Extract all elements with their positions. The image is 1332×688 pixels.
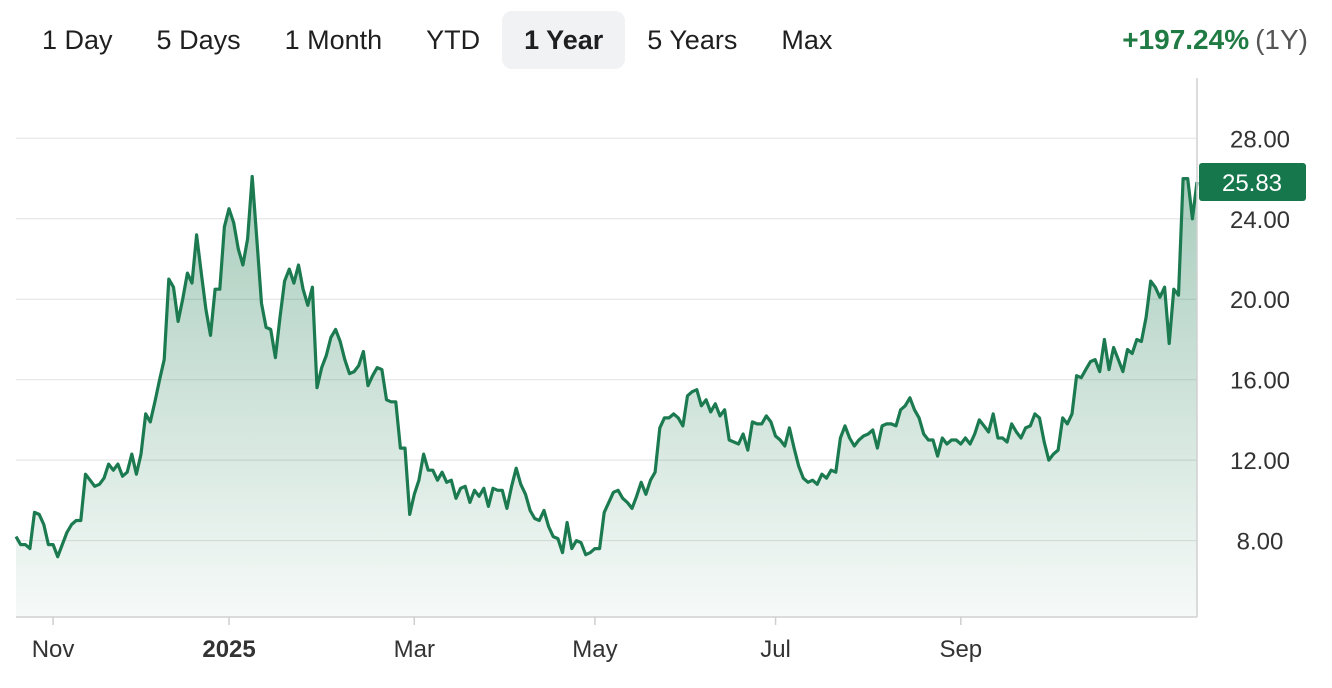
y-tick-label: 24.00	[1230, 207, 1290, 234]
y-tick-label: 12.00	[1230, 448, 1290, 475]
last-price-value: 25.83	[1222, 170, 1282, 197]
range-tabs: 1 Day 5 Days 1 Month YTD 1 Year 5 Years Max	[20, 10, 854, 70]
range-tab-1-day[interactable]: 1 Day	[42, 25, 113, 55]
y-tick-label: 8.00	[1237, 529, 1284, 556]
performance-change: +197.24%	[1122, 24, 1250, 55]
y-tick-label: 20.00	[1230, 287, 1290, 314]
y-tick-label: 28.00	[1230, 126, 1290, 153]
x-tick-label: May	[572, 636, 617, 663]
performance-summary: +197.24% (1Y)	[1122, 10, 1308, 70]
x-tick-label: Sep	[939, 636, 982, 663]
x-tick-label: 2025	[202, 636, 255, 663]
y-axis-ticks: 8.00 12.00 16.00 20.00 24.00 28.00	[1230, 126, 1290, 555]
x-axis-ticks: Nov 2025 Mar May Jul Sep	[32, 617, 982, 663]
x-tick-label: Mar	[394, 636, 435, 663]
range-tab-ytd[interactable]: YTD	[426, 25, 481, 55]
last-price-badge: 25.83	[1199, 162, 1306, 201]
x-tick-label: Jul	[760, 636, 791, 663]
y-tick-label: 16.00	[1230, 368, 1290, 395]
price-line	[14, 174, 1199, 559]
range-tab-1-year[interactable]: 1 Year	[502, 11, 626, 69]
range-tab-5-years[interactable]: 5 Years	[647, 25, 738, 55]
x-tick-label: Nov	[32, 636, 75, 663]
price-area	[16, 176, 1197, 617]
range-tab-max[interactable]: Max	[781, 25, 833, 55]
range-tab-5-days[interactable]: 5 Days	[156, 25, 241, 55]
performance-period: (1Y)	[1255, 24, 1308, 55]
range-tab-1-month[interactable]: 1 Month	[284, 25, 383, 55]
last-price-badge-bg	[1199, 162, 1306, 201]
